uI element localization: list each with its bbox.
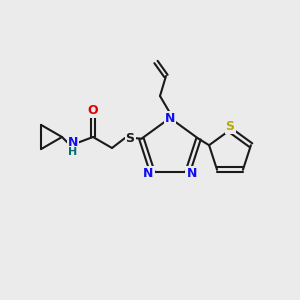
Text: O: O <box>88 103 98 116</box>
Text: H: H <box>68 147 78 157</box>
Text: N: N <box>143 167 154 180</box>
Text: N: N <box>165 112 175 124</box>
Text: S: S <box>125 131 134 145</box>
Text: S: S <box>226 119 235 133</box>
Text: N: N <box>186 167 197 180</box>
Text: N: N <box>68 136 78 149</box>
